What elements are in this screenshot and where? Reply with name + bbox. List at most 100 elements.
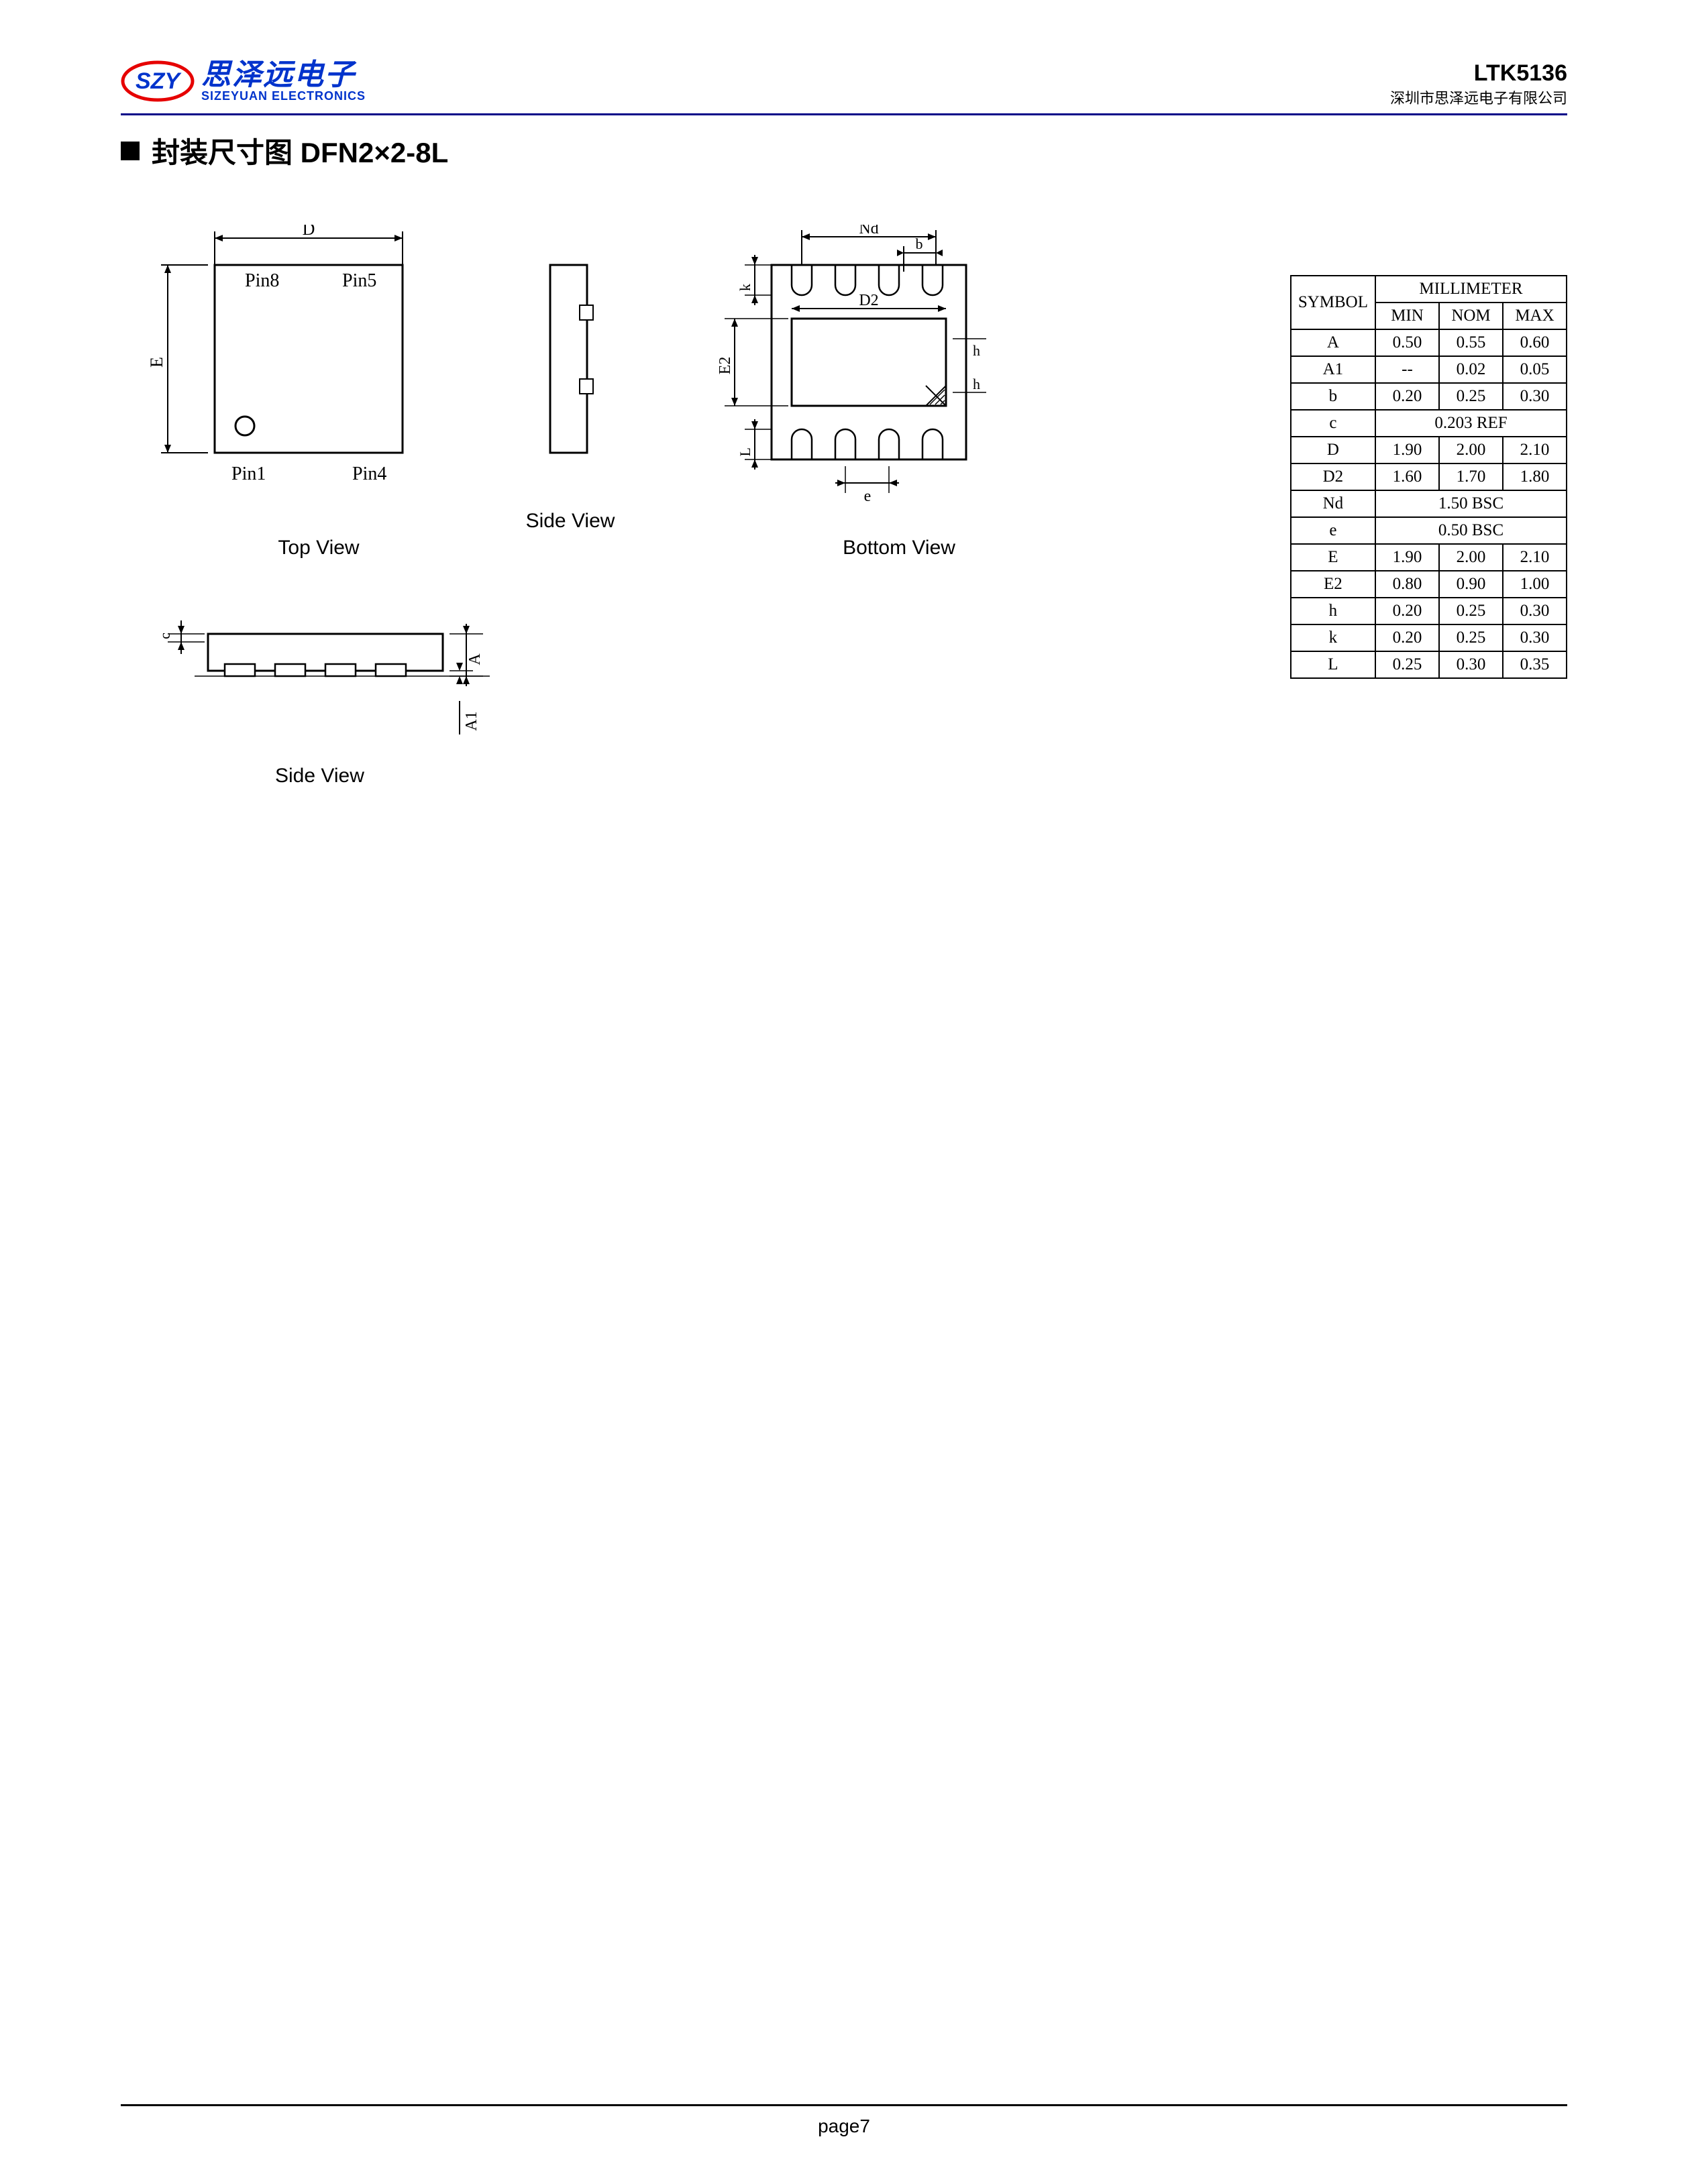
dim-D2: D2	[859, 292, 878, 309]
cell-min: 0.80	[1375, 571, 1439, 598]
cell-min: 0.50	[1375, 329, 1439, 356]
cell-symbol: Nd	[1291, 490, 1375, 517]
table-row: E20.800.901.00	[1291, 571, 1567, 598]
side-view-1-label: Side View	[523, 510, 617, 533]
drawing-area: D Pin8 Pin5 Pin1 Pin4 E Top View	[121, 225, 1567, 963]
cell-span-value: 1.50 BSC	[1375, 490, 1567, 517]
th-max: MAX	[1503, 303, 1567, 329]
bottom-view: Nd b	[704, 225, 1026, 559]
dim-L: L	[737, 447, 753, 456]
cell-min: 0.20	[1375, 383, 1439, 410]
top-view: D Pin8 Pin5 Pin1 Pin4 E Top View	[141, 225, 423, 559]
pin5-label: Pin5	[342, 270, 376, 291]
cell-symbol: h	[1291, 598, 1375, 624]
cell-max: 1.80	[1503, 463, 1567, 490]
table-row: k0.200.250.30	[1291, 624, 1567, 651]
cell-min: 1.90	[1375, 544, 1439, 571]
dimension-table: SYMBOL MILLIMETER MIN NOM MAX A0.500.550…	[1290, 275, 1567, 679]
cell-symbol: L	[1291, 651, 1375, 678]
dim-D: D	[303, 225, 315, 239]
section-title: 封装尺寸图 DFN2×2-8L	[121, 130, 1567, 171]
cell-max: 0.30	[1503, 598, 1567, 624]
section-title-cn: 封装尺寸图	[152, 137, 293, 168]
cell-max: 2.10	[1503, 437, 1567, 463]
cell-max: 0.35	[1503, 651, 1567, 678]
cell-min: 0.25	[1375, 651, 1439, 678]
cell-min: 0.20	[1375, 624, 1439, 651]
cell-symbol: b	[1291, 383, 1375, 410]
dim-E: E	[147, 357, 166, 368]
table-row: E1.902.002.10	[1291, 544, 1567, 571]
cell-min: 0.20	[1375, 598, 1439, 624]
cell-min: --	[1375, 356, 1439, 383]
dim-A1: A1	[463, 711, 480, 730]
cell-nom: 2.00	[1439, 544, 1503, 571]
side-view-1: Side View	[523, 258, 617, 533]
table-row: L0.250.300.35	[1291, 651, 1567, 678]
cell-nom: 2.00	[1439, 437, 1503, 463]
cell-max: 1.00	[1503, 571, 1567, 598]
cell-nom: 0.25	[1439, 624, 1503, 651]
table-row: h0.200.250.30	[1291, 598, 1567, 624]
dim-h1: h	[973, 342, 980, 359]
cell-symbol: A	[1291, 329, 1375, 356]
cell-max: 0.30	[1503, 624, 1567, 651]
table-row: A0.500.550.60	[1291, 329, 1567, 356]
cell-min: 1.90	[1375, 437, 1439, 463]
page-header: SZY 思泽远电子 SIZEYUAN ELECTRONICS LTK5136 深…	[121, 60, 1567, 115]
cell-symbol: E2	[1291, 571, 1375, 598]
logo-en-text: SIZEYUAN ELECTRONICS	[201, 90, 366, 102]
dim-c: c	[156, 633, 173, 639]
cell-symbol: e	[1291, 517, 1375, 544]
cell-nom: 0.90	[1439, 571, 1503, 598]
cell-symbol: E	[1291, 544, 1375, 571]
cell-max: 0.30	[1503, 383, 1567, 410]
section-title-suffix: DFN2×2-8L	[293, 137, 448, 168]
table-row: Nd1.50 BSC	[1291, 490, 1567, 517]
company-name: 深圳市思泽远电子有限公司	[1390, 87, 1567, 108]
th-symbol: SYMBOL	[1291, 276, 1375, 329]
square-bullet-icon	[121, 142, 140, 160]
cell-nom: 0.30	[1439, 651, 1503, 678]
cell-min: 1.60	[1375, 463, 1439, 490]
table-row: c0.203 REF	[1291, 410, 1567, 437]
dim-A: A	[466, 653, 484, 665]
cell-nom: 1.70	[1439, 463, 1503, 490]
cell-max: 2.10	[1503, 544, 1567, 571]
dim-h2: h	[973, 376, 980, 392]
table-row: b0.200.250.30	[1291, 383, 1567, 410]
page-number: page7	[818, 2116, 870, 2136]
pin8-label: Pin8	[245, 270, 279, 291]
svg-text:SZY: SZY	[136, 68, 182, 94]
cell-span-value: 0.50 BSC	[1375, 517, 1567, 544]
cell-max: 0.05	[1503, 356, 1567, 383]
th-min: MIN	[1375, 303, 1439, 329]
dim-e: e	[864, 488, 872, 505]
cell-nom: 0.25	[1439, 598, 1503, 624]
th-nom: NOM	[1439, 303, 1503, 329]
cell-symbol: A1	[1291, 356, 1375, 383]
dim-E2: E2	[717, 357, 734, 375]
part-number: LTK5136	[1390, 60, 1567, 87]
dim-k: k	[737, 284, 753, 291]
table-row: e0.50 BSC	[1291, 517, 1567, 544]
table-row: D21.601.701.80	[1291, 463, 1567, 490]
dim-b: b	[916, 235, 923, 252]
dim-Nd: Nd	[859, 225, 878, 237]
cell-nom: 0.02	[1439, 356, 1503, 383]
side-view-2: c A A1 Side View	[141, 600, 517, 787]
cell-symbol: k	[1291, 624, 1375, 651]
logo-cn-text: 思泽远电子	[201, 60, 366, 90]
cell-nom: 0.25	[1439, 383, 1503, 410]
pin1-label: Pin1	[231, 463, 266, 484]
page-footer: page7	[0, 2104, 1688, 2137]
table-row: D1.902.002.10	[1291, 437, 1567, 463]
table-row: A1--0.020.05	[1291, 356, 1567, 383]
cell-span-value: 0.203 REF	[1375, 410, 1567, 437]
th-unit: MILLIMETER	[1375, 276, 1567, 303]
cell-max: 0.60	[1503, 329, 1567, 356]
cell-nom: 0.55	[1439, 329, 1503, 356]
logo-icon: SZY	[121, 60, 195, 102]
logo-block: SZY 思泽远电子 SIZEYUAN ELECTRONICS	[121, 60, 366, 102]
pin4-label: Pin4	[352, 463, 386, 484]
